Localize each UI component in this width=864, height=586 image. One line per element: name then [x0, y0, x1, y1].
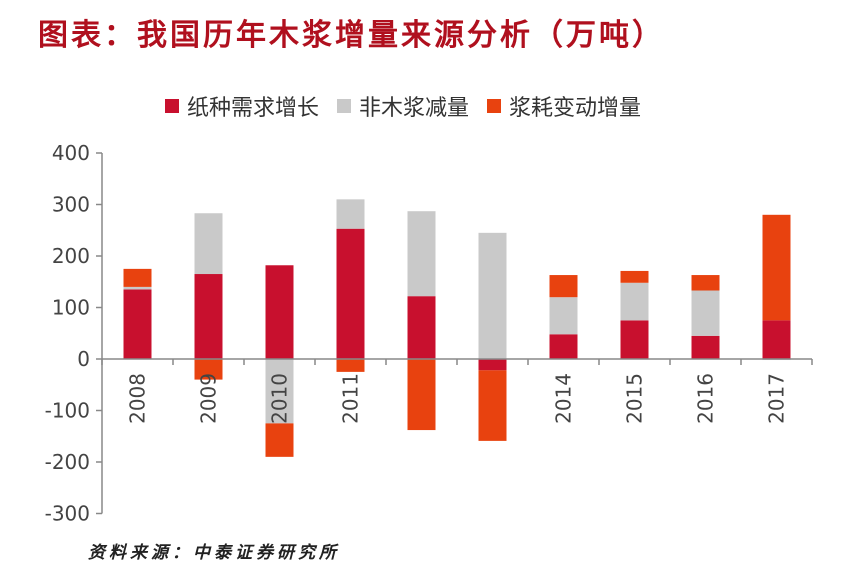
- bar-segment-2013-1: [478, 359, 507, 371]
- bar-segment-2015-3: [620, 270, 649, 283]
- x-tick-label: 2015: [623, 373, 647, 424]
- y-tick-label: 200: [52, 244, 90, 268]
- bar-segment-2017-3: [762, 214, 791, 321]
- chart-title: 图表：我国历年木浆增量来源分析（万吨）: [38, 18, 665, 53]
- bar-segment-2011-3: [336, 359, 365, 372]
- bar-segment-2008-3: [123, 268, 152, 287]
- legend-item-nonwood: 非木浆减量: [337, 90, 469, 122]
- x-tick-label: 2016: [694, 373, 718, 424]
- bar-segment-2010-2: [265, 359, 294, 424]
- y-tick-label: 100: [52, 296, 90, 320]
- legend-swatch-demand: [165, 99, 179, 113]
- bar-segment-2009-1: [194, 274, 223, 359]
- bar-segment-2014-2: [549, 297, 578, 335]
- bar-segment-2015-2: [620, 282, 649, 321]
- legend-item-pulp: 浆耗变动增量: [487, 90, 641, 122]
- y-tick-label: -300: [45, 502, 90, 526]
- bar-segment-2011-1: [336, 228, 365, 359]
- bar-segment-2012-3: [407, 359, 436, 431]
- bar-segment-2008-2: [123, 286, 152, 290]
- x-tick-label: 2014: [552, 373, 576, 424]
- bar-segment-2009-2: [194, 213, 223, 275]
- x-tick-label: 2010: [268, 373, 292, 424]
- legend-swatch-pulp: [487, 99, 502, 113]
- bar-segment-2014-3: [549, 275, 578, 298]
- bar-segment-2009-3: [194, 359, 223, 380]
- legend-swatch-nonwood: [337, 99, 352, 113]
- bar-segment-2016-1: [691, 335, 720, 359]
- bar-segment-2014-1: [549, 334, 578, 359]
- bar-segment-2012-2: [407, 211, 436, 297]
- y-tick-label: -100: [45, 399, 90, 423]
- y-tick-label: 0: [77, 347, 90, 371]
- y-tick-label: -200: [45, 450, 90, 474]
- x-tick-label: 2017: [765, 373, 789, 424]
- source-note: 资料来源：中泰证券研究所: [88, 543, 340, 563]
- x-tick-label: 2008: [126, 373, 150, 424]
- bar-segment-2010-3: [265, 423, 294, 457]
- bar-segment-2015-1: [620, 320, 649, 359]
- y-tick-label: 400: [52, 141, 90, 165]
- y-tick-label: 300: [52, 193, 90, 217]
- bar-segment-2017-1: [762, 320, 791, 359]
- bar-segment-2013-2: [478, 232, 507, 359]
- legend-item-demand: 纸种需求增长: [165, 90, 319, 122]
- legend-label-pulp: 浆耗变动增量: [509, 96, 642, 121]
- bar-segment-2016-3: [691, 275, 720, 291]
- bar-segment-2010-1: [265, 265, 294, 359]
- legend-label-nonwood: 非木浆减量: [359, 96, 470, 121]
- legend-label-demand: 纸种需求增长: [187, 96, 320, 121]
- bar-segment-2011-2: [336, 199, 365, 229]
- bar-segment-2016-2: [691, 290, 720, 336]
- chart-legend: 纸种需求增长 非木浆减量 浆耗变动增量: [165, 90, 659, 122]
- x-tick-label: 2009: [197, 373, 221, 424]
- bar-segment-2012-1: [407, 296, 436, 359]
- bar-segment-2008-1: [123, 289, 152, 359]
- x-tick-label: 2011: [339, 373, 363, 424]
- bar-segment-2013-3: [478, 370, 507, 441]
